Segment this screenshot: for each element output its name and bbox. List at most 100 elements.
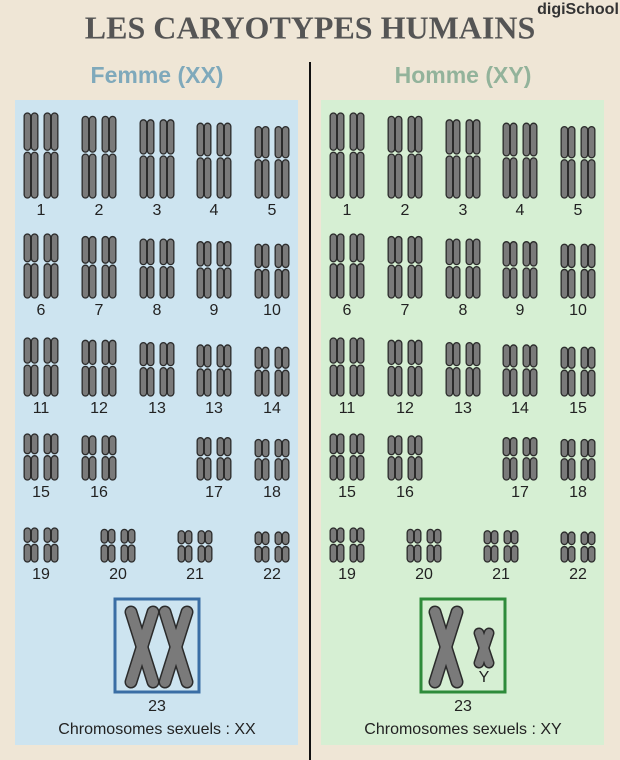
chromatid-arm [445,367,454,397]
chromatid-arm [452,155,461,199]
chromatid-arm [407,435,416,456]
chromatid-arm [502,241,511,267]
chromatid-arm [502,344,511,368]
chromatid-arm [274,531,283,546]
chromatid-arm [356,455,365,481]
chromatid-arm [23,455,32,481]
chromatid-arm [560,438,569,458]
chromatid-arm [394,339,403,366]
chromatid-arm [356,233,365,263]
chromatid-arm [261,531,270,546]
chromatid-arm [274,243,283,269]
chromatid-arm [23,527,32,543]
chromosome-pair [23,337,59,397]
chromatid-arm [23,543,32,563]
title: LES CARYOTYPES HUMAINS [85,9,536,45]
chromatid-arm [88,456,97,481]
chromatid-arm [445,238,454,266]
chromatid-arm [81,365,90,397]
chromatid-arm [159,155,168,199]
chromatid-arm [465,265,474,299]
chromatid-arm [23,233,32,263]
chromatid-arm [529,457,538,481]
chromatid-arm [196,122,205,157]
chromosome-pair [23,433,59,481]
chromatid-arm [50,455,59,481]
chromosome-number: 7 [95,302,104,319]
chromatid-arm [503,530,512,545]
chromatid-arm [490,530,499,545]
brand-logo[interactable]: digiSchool [537,1,619,18]
chromatid-arm [254,346,263,369]
chromosome-number: 10 [263,302,281,319]
chromosome-pair [139,238,175,299]
chromatid-arm [452,341,461,367]
chromatid-arm [336,233,345,263]
chromatid-arm [483,545,492,563]
chromatid-arm [356,364,365,397]
chromosome-number: 19 [32,566,50,583]
pair-number: 23 [454,698,472,715]
chromatid-arm [349,233,358,263]
chromatid-arm [465,119,474,155]
chromosome-pair [139,341,175,397]
chromatid-arm [223,368,232,397]
chromatid-arm [43,543,52,563]
chromatid-arm [509,368,518,397]
chromatid-arm [567,458,576,481]
chromatid-arm [216,122,225,157]
chromosome-pair [254,438,290,481]
chromatid-arm [414,115,423,153]
chromatid-arm [203,344,212,368]
chromosome-number: 1 [37,202,46,219]
sex-chromosome [428,605,464,689]
chromatid-arm [261,369,270,397]
chromatid-arm [567,531,576,546]
chromatid-arm [166,367,175,397]
chromatid-arm [108,456,117,481]
chromatid-arm [30,112,39,151]
chromatid-arm [81,115,90,153]
chromatid-arm [465,367,474,397]
sex-box [113,597,201,694]
chromatid-arm [101,435,110,456]
chromosome-number: 16 [90,484,108,501]
chromatid-arm [452,367,461,397]
chromosome-pair [196,241,232,299]
chromatid-arm [88,435,97,456]
chromosome-pair [406,528,442,563]
chromosome-pair [387,115,423,199]
chromatid-arm [560,369,569,397]
chromatid-arm [254,125,263,159]
chromatid-arm [407,456,416,481]
chromatid-arm [177,545,186,563]
chromosome-pair [23,112,59,199]
chromatid-arm [522,122,531,157]
chromatid-arm [196,267,205,299]
chromatid-arm [349,263,358,299]
chromatid-arm [108,115,117,153]
chromatid-arm [406,544,415,563]
sex-chromosome [473,627,495,669]
chromatid-arm [101,264,110,299]
chromatid-arm [166,265,175,299]
chromatid-arm [81,235,90,264]
chromosome-pair [560,438,596,481]
chromosome-number: 14 [511,400,529,417]
chromatid-arm [254,458,263,481]
chromatid-arm [261,346,270,369]
chromatid-arm [100,528,109,544]
chromatid-arm [567,545,576,563]
chromatid-arm [177,530,186,545]
chromosome-pair [560,531,596,563]
chromatid-arm [50,112,59,151]
chromatid-arm [88,339,97,366]
chromatid-arm [30,527,39,543]
chromatid-arm [472,265,481,299]
chromatid-arm [414,264,423,299]
chromatid-arm [216,437,225,457]
chromosome-pair [329,433,365,481]
chromatid-arm [216,368,225,397]
chromatid-arm [502,457,511,481]
chromatid-arm [452,265,461,299]
